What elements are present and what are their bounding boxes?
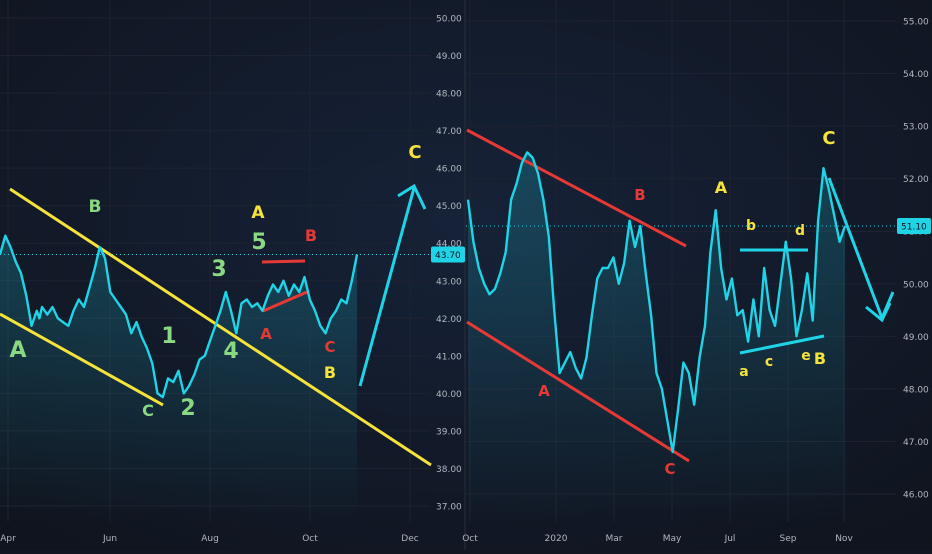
right-forecast-arrowhead [865,302,892,323]
left-forecast-arrowhead [397,183,427,210]
y-tick-label: 46.00 [436,165,462,175]
y-tick-label: 48.00 [903,385,929,395]
x-tick-label: Apr [0,534,16,544]
y-tick-label: 41.00 [436,352,462,362]
left-time-axis[interactable]: Apr Jun Aug Oct Dec [0,534,419,544]
right-time-axis[interactable]: Oct 2020 Mar May Jul Sep Nov [462,534,853,544]
left-price-line [0,234,359,399]
wave-label: C [408,142,421,163]
x-tick-label: Aug [201,534,219,544]
y-tick-label: 45.00 [436,202,462,212]
right-price-area [468,152,845,522]
x-tick-label: Oct [462,534,478,544]
y-tick-label: 52.00 [903,175,929,185]
x-tick-label: May [663,534,682,544]
left-price-axis[interactable]: 37.00 38.00 39.00 40.00 41.00 42.00 43.00 44.00… [431,15,465,513]
wave-label: d [795,223,805,239]
y-tick-label: 42.00 [436,315,462,325]
right-price-line [466,151,847,454]
x-tick-label: Mar [606,534,623,544]
last-price-tag[interactable] [897,217,931,234]
wave-label: B [89,197,102,217]
wave-label: C [142,401,154,420]
y-tick-label: 47.00 [903,438,929,448]
wave-label: a [739,364,748,380]
right-triangle-bottom-line [739,334,825,355]
left-triangle-top-line [261,259,306,264]
wave-label: A [715,178,728,197]
right-channel-lower-line [466,320,690,463]
wave-label: A [260,325,272,343]
wave-label: C [664,460,675,478]
y-tick-label: 48.00 [436,90,462,100]
y-tick-label: 38.00 [436,465,462,475]
y-tick-label: 46.00 [903,491,929,501]
wave-label: 3 [211,257,226,282]
wave-label: b [746,218,756,234]
wave-label: B [324,363,336,382]
y-tick-label: 50.00 [903,280,929,290]
right-channel-upper-line [466,128,687,248]
wave-label: C [822,128,835,149]
y-tick-label: 43.00 [436,277,462,287]
wave-label: 4 [223,339,238,364]
left-drawings [0,183,432,467]
left-forecast-arrow-shaft [358,187,416,387]
wave-label: C [324,338,335,356]
x-tick-label: Dec [401,534,418,544]
wave-label: c [765,354,773,370]
y-tick-label: 37.00 [436,503,462,513]
left-channel-upper-line [9,187,432,467]
y-tick-label: 40.00 [436,390,462,400]
last-price-tag[interactable] [431,246,465,263]
y-tick-label: 47.00 [436,127,462,137]
wave-label: 5 [251,230,266,255]
left-price-area [0,235,357,522]
x-tick-label: Sep [780,534,797,544]
y-tick-label: 55.00 [903,18,929,28]
wave-label: 1 [161,324,176,349]
x-tick-label: 2020 [545,534,568,544]
right-drawings [466,128,895,463]
left-channel-lower-line [0,312,164,407]
wave-label: A [538,382,550,400]
last-price-value: 43.70 [435,251,461,261]
y-tick-label: 39.00 [436,427,462,437]
y-tick-label: 54.00 [903,70,929,80]
x-tick-label: Jul [724,534,736,544]
wave-label: 2 [180,396,195,421]
y-tick-label: 49.00 [903,333,929,343]
x-tick-label: Oct [302,534,318,544]
y-tick-label: 53.00 [903,123,929,133]
y-tick-label: 44.00 [436,240,462,250]
wave-label: A [251,203,265,223]
wave-label: e [801,348,811,364]
y-tick-label: 49.00 [436,52,462,62]
wave-label: B [634,186,645,204]
wave-label: A [9,338,26,363]
wave-label: B [814,349,826,368]
wave-label: B [305,226,317,245]
right-price-axis[interactable]: 46.0047.0048.0049.0050.0051.0052.0053.00… [897,18,931,501]
last-price-value: 51.10 [901,222,927,232]
left-triangle-bottom-line [262,290,308,313]
x-tick-label: Jun [102,534,117,544]
x-tick-label: Nov [835,534,853,544]
y-tick-label: 50.00 [436,15,462,25]
